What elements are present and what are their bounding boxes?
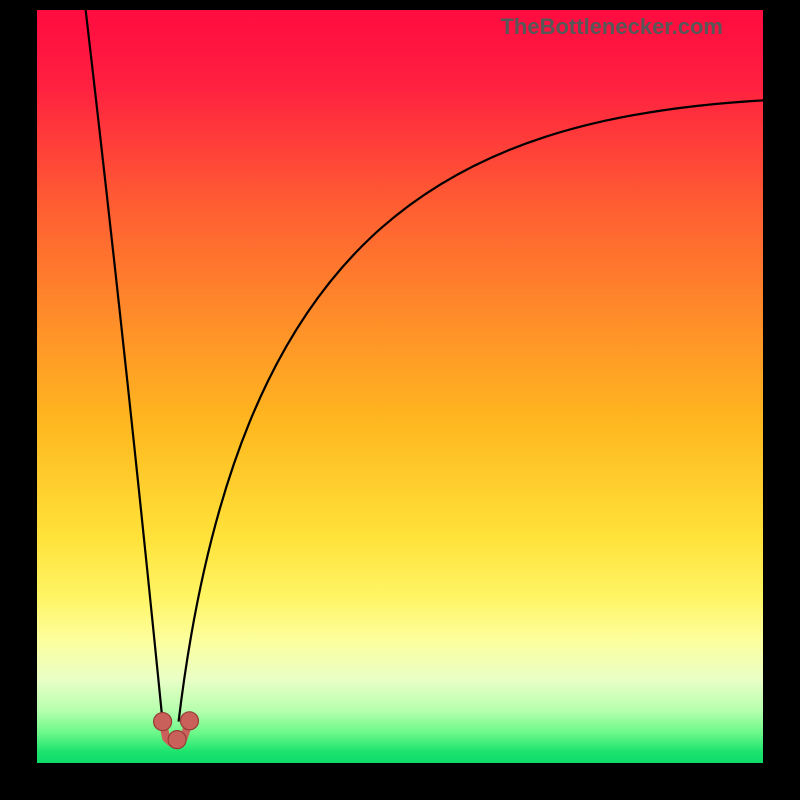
marker-dot	[168, 731, 186, 749]
marker-group	[154, 712, 199, 749]
bottleneck-curve-left	[86, 10, 163, 722]
plot-area: TheBottlenecker.com	[37, 10, 763, 763]
curve-layer	[37, 10, 763, 763]
bottleneck-curve-right	[179, 100, 763, 721]
chart-frame: TheBottlenecker.com	[0, 0, 800, 800]
marker-dot	[180, 712, 198, 730]
marker-dot	[154, 713, 172, 731]
